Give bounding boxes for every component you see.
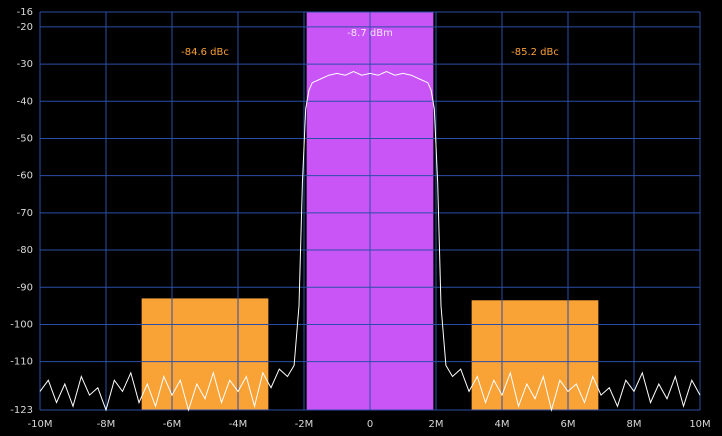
x-tick-label: 0	[367, 419, 373, 430]
channel-region	[141, 298, 269, 410]
channel-region	[471, 300, 599, 410]
region-label: -84.6 dBc	[181, 47, 229, 58]
x-tick-label: 4M	[495, 419, 510, 430]
y-tick-label: -80	[17, 245, 33, 256]
y-tick-label: -60	[17, 171, 33, 182]
x-tick-label: 10M	[689, 419, 710, 430]
y-tick-label: -50	[17, 133, 33, 144]
x-tick-label: 8M	[627, 419, 642, 430]
x-tick-label: -4M	[229, 419, 248, 430]
region-label: -85.2 dBc	[511, 47, 559, 58]
x-tick-label: -10M	[28, 419, 53, 430]
x-tick-label: -6M	[163, 419, 182, 430]
y-tick-label: -90	[17, 282, 33, 293]
y-tick-label: -110	[10, 357, 33, 368]
y-tick-label: -100	[10, 319, 33, 330]
trace	[39, 70, 701, 412]
y-tick-label: -30	[17, 59, 33, 70]
y-tick-label: -70	[17, 208, 33, 219]
y-tick-label: -123	[10, 405, 33, 416]
y-tick-label: -40	[17, 96, 33, 107]
y-tick-label: -16	[17, 7, 33, 18]
region-label: -8.7 dBm	[347, 28, 393, 39]
x-tick-label: 6M	[561, 419, 576, 430]
x-tick-label: -2M	[295, 419, 314, 430]
x-tick-label: 2M	[429, 419, 444, 430]
x-tick-label: -8M	[97, 419, 116, 430]
y-tick-label: -20	[17, 22, 33, 33]
